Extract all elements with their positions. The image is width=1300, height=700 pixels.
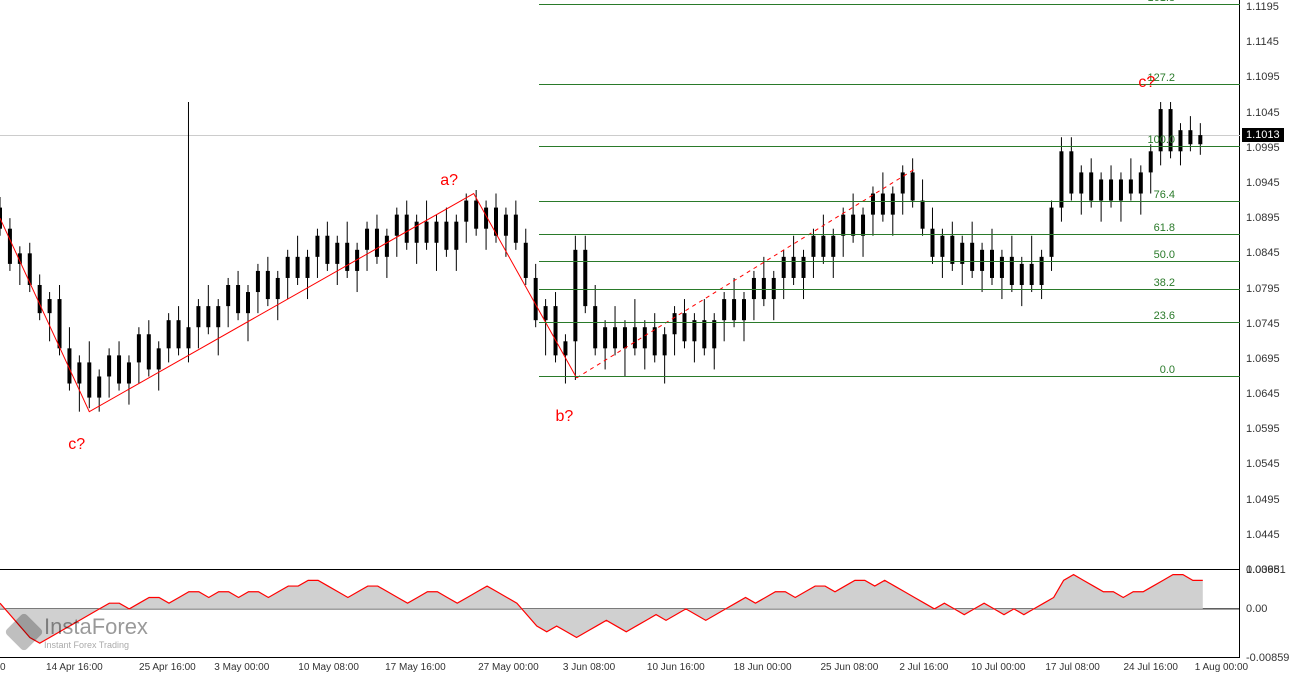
- current-price-value: 1.1013: [1246, 129, 1280, 141]
- fib-level-label: 161.8: [1147, 0, 1175, 4]
- fib-level-label: 76.4: [1154, 189, 1175, 201]
- chart-container: 0.023.638.250.061.876.4100.0127.2161.8c?…: [0, 0, 1300, 700]
- fib-level-line: [539, 322, 1240, 323]
- elliott-wave-label: c?: [68, 436, 85, 454]
- y-axis-tick: 1.1195: [1246, 1, 1279, 13]
- x-axis-tick: 14 Apr 16:00: [46, 662, 103, 673]
- fib-level-label: 23.6: [1154, 310, 1175, 322]
- y-axis-tick: 1.1095: [1246, 71, 1280, 83]
- watermark-tagline: Instant Forex Trading: [44, 640, 148, 650]
- y-axis-tick: 1.1145: [1246, 36, 1279, 48]
- indicator-y-tick: 0.00681: [1246, 564, 1286, 576]
- x-axis-tick: 27 May 00:00: [478, 662, 539, 673]
- elliott-wave-label: c?: [1138, 74, 1155, 92]
- fib-level-line: [539, 261, 1240, 262]
- watermark-logo-icon: [4, 612, 44, 652]
- main-price-chart[interactable]: 0.023.638.250.061.876.4100.0127.2161.8c?…: [0, 0, 1240, 570]
- y-axis-tick: 1.1045: [1246, 107, 1280, 119]
- x-axis-tick: 3 Jun 08:00: [563, 662, 615, 673]
- y-axis-tick: 1.0495: [1246, 494, 1280, 506]
- y-axis-tick: 1.0445: [1246, 529, 1280, 541]
- fib-level-line: [539, 146, 1240, 147]
- fib-level-line: [539, 376, 1240, 377]
- indicator-y-tick: -0.00859: [1246, 652, 1289, 664]
- x-axis-tick: 17 Jul 08:00: [1045, 662, 1100, 673]
- fib-level-line: [539, 234, 1240, 235]
- fib-level-label: 38.2: [1154, 277, 1175, 289]
- y-axis-tick: 1.0895: [1246, 212, 1280, 224]
- elliott-wave-label: b?: [556, 408, 574, 426]
- x-axis-tick: 10 May 08:00: [298, 662, 359, 673]
- fib-level-line: [539, 201, 1240, 202]
- y-axis-tick: 1.0545: [1246, 458, 1280, 470]
- y-axis-tick: 1.0995: [1246, 142, 1280, 154]
- fib-level-label: 100.0: [1147, 134, 1175, 146]
- y-axis-tick: 1.0795: [1246, 283, 1280, 295]
- fib-level-label: 50.0: [1154, 249, 1175, 261]
- y-axis-tick: 1.0695: [1246, 353, 1280, 365]
- x-axis-tick: 10 Jun 16:00: [647, 662, 705, 673]
- y-axis-tick: 1.0845: [1246, 247, 1280, 259]
- fib-level-line: [539, 289, 1240, 290]
- x-axis-tick: 24 Jul 16:00: [1123, 662, 1178, 673]
- watermark-brand: InstaForex: [44, 614, 148, 639]
- x-axis-tick: 25 Jun 08:00: [820, 662, 878, 673]
- x-axis-tick: 1 Aug 00:00: [1195, 662, 1248, 673]
- x-axis-tick: 2 Jul 16:00: [899, 662, 948, 673]
- fib-level-line: [539, 84, 1240, 85]
- y-axis-tick: 1.0945: [1246, 177, 1280, 189]
- fib-level-label: 0.0: [1160, 364, 1175, 376]
- x-axis-tick: 25 Apr 16:00: [139, 662, 196, 673]
- price-svg: [0, 0, 1240, 570]
- fib-level-line: [539, 4, 1240, 5]
- x-axis-tick: 00: [0, 662, 6, 673]
- elliott-wave-label: a?: [440, 172, 458, 190]
- x-axis-tick: 18 Jun 00:00: [734, 662, 792, 673]
- oscillator-svg: [0, 570, 1240, 658]
- y-axis-tick: 1.0745: [1246, 318, 1280, 330]
- x-axis-tick: 17 May 16:00: [385, 662, 446, 673]
- x-axis-tick: 10 Jul 00:00: [971, 662, 1026, 673]
- watermark: InstaForex Instant Forex Trading: [10, 614, 148, 650]
- x-axis-tick: 3 May 00:00: [214, 662, 269, 673]
- fib-level-label: 61.8: [1154, 222, 1175, 234]
- current-price-tag: 1.1013: [1242, 128, 1284, 142]
- y-axis-tick: 1.0595: [1246, 423, 1280, 435]
- indicator-y-tick: 0.00: [1246, 603, 1267, 615]
- oscillator-panel[interactable]: [0, 570, 1240, 658]
- y-axis-tick: 1.0645: [1246, 388, 1280, 400]
